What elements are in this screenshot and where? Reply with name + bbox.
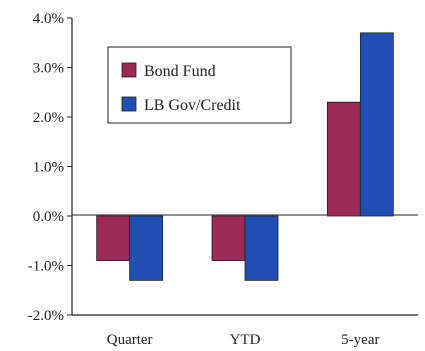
- bar-lb-gov-credit-quarter: [129, 215, 164, 281]
- y-tick-label: 1.0%: [33, 160, 64, 176]
- x-tick-label: Quarter: [107, 332, 153, 348]
- y-tick-label: -1.0%: [28, 259, 64, 275]
- y-tick-label: 2.0%: [33, 110, 64, 126]
- x-tick-labels: Quarter YTD 5-year: [107, 332, 380, 348]
- legend-swatch-lb-gov-credit: [121, 96, 137, 112]
- bar-bond-fund-ytd: [211, 215, 246, 261]
- legend-label-lb-gov-credit: LB Gov/Credit: [144, 97, 241, 114]
- y-tick-label: -2.0%: [28, 308, 64, 324]
- legend-swatch-bond-fund: [121, 62, 137, 78]
- bars: [96, 32, 394, 281]
- legend-label-bond-fund: Bond Fund: [144, 63, 216, 80]
- y-tick-label: 4.0%: [33, 11, 64, 27]
- y-ticks: 4.0% 3.0% 2.0% 1.0% 0.0% -1.0% -2.0%: [28, 11, 72, 324]
- bar-bond-fund-quarter: [96, 215, 131, 261]
- y-tick-label: 3.0%: [33, 61, 64, 77]
- bar-lb-gov-credit-5-year: [359, 32, 394, 217]
- y-tick-label: 0.0%: [33, 209, 64, 225]
- bar-bond-fund-5-year: [326, 101, 361, 217]
- x-tick-label: 5-year: [341, 332, 379, 348]
- legend: Bond Fund LB Gov/Credit: [107, 46, 292, 124]
- legend-box: [107, 46, 292, 124]
- bar-lb-gov-credit-ytd: [244, 215, 279, 281]
- x-tick-label: YTD: [230, 332, 261, 348]
